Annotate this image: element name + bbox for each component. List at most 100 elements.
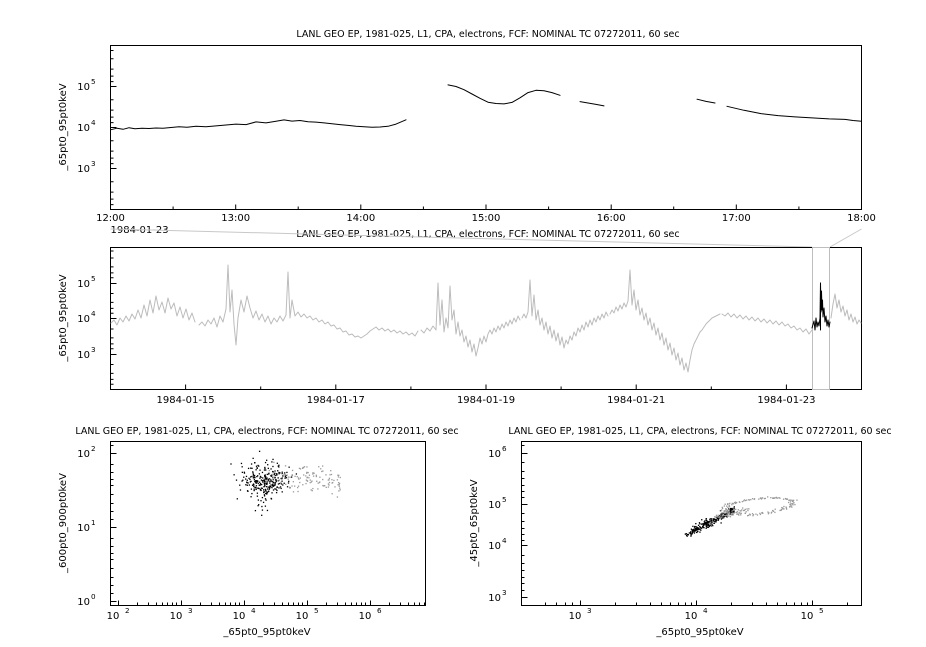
bl-ytick-1e2: 10 [77,449,90,460]
scatter-point [306,471,308,474]
scatter-point [255,482,257,484]
scatter-point [705,519,708,522]
bl-xtick-1e6: 10 [359,611,372,622]
scatter-point [325,486,327,489]
scatter-point [700,529,702,531]
bottom-right-xlabel: _65pt0_95pt0keV [655,627,743,638]
scatter-point [764,497,766,500]
scatter-point [733,512,735,514]
scatter-point [702,526,704,528]
scatter-point [253,474,256,477]
scatter-point [241,471,244,473]
scatter-point [270,486,273,489]
scatter-point [706,522,709,524]
scatter-point [737,513,740,515]
scatter-point [249,481,252,483]
scatter-point [273,477,275,479]
scatter-point [291,474,294,477]
scatter-point [288,466,290,468]
scatter-point [791,503,793,505]
scatter-point [276,489,278,492]
middle-panel-ylabel: _65pt0_95pt0keV [58,274,69,362]
scatter-point [287,478,289,480]
mid-data-segment-4 [521,279,609,349]
scatter-point [709,520,711,522]
scatter-point [317,482,319,484]
scatter-point [296,486,299,489]
scatter-point [328,479,330,481]
scatter-point [731,503,733,506]
scatter-point [260,479,263,481]
scatter-point [233,474,235,476]
scatter-point [266,491,268,494]
scatter-point [775,497,778,499]
scatter-point [255,488,257,491]
scatter-point [252,457,254,460]
scatter-point [723,516,725,519]
scatter-point [711,521,713,524]
bottom-left-y-ticks [110,445,117,602]
mid-xtick-1: 1984-01-17 [307,395,365,406]
scatter-point [264,475,266,478]
scatter-point [748,499,750,501]
scatter-point [716,517,719,519]
scatter-point [243,471,246,473]
scatter-point [322,465,324,467]
scatter-point [787,501,790,504]
scatter-point [739,512,741,514]
scatter-point [786,508,788,510]
scatter-point [749,513,751,515]
scatter-point [723,505,725,507]
scatter-point [272,476,274,478]
scatter-point [794,503,796,506]
scatter-point [691,532,694,534]
scatter-point [684,533,686,535]
scatter-point [714,520,716,523]
scatter-point [268,472,270,474]
scatter-point [277,470,279,472]
scatter-point [693,527,696,529]
scatter-point [257,482,259,485]
scatter-point [239,484,241,486]
scatter-point [727,513,729,515]
bottom-right-scatter-points [684,496,798,537]
scatter-point [305,479,308,481]
scatter-point [252,477,254,479]
scatter-point [272,485,274,487]
scatter-point [331,479,333,481]
scatter-point [782,508,784,510]
scatter-point [284,473,286,476]
scatter-point [274,488,276,490]
scatter-point [744,508,746,511]
scatter-point [308,477,310,479]
scatter-point [270,480,273,482]
scatter-point [781,506,783,509]
scatter-point [793,502,795,504]
scatter-point [291,485,293,487]
scatter-point [261,514,263,516]
scatter-point [254,486,256,489]
scatter-point [255,486,257,489]
bottom-left-x-ticks [118,600,425,606]
scatter-point [736,511,739,513]
scatter-point [720,513,722,515]
scatter-point [694,529,696,531]
scatter-point [724,510,726,512]
scatter-point [699,526,702,529]
scatter-point [706,521,709,523]
scatter-point [734,501,737,503]
scatter-point [730,512,732,515]
scatter-point [743,509,746,512]
scatter-point [705,522,707,524]
bl-xtick-1e2-exp: 2 [125,606,130,615]
scatter-point [708,521,710,523]
scatter-point [742,507,744,509]
scatter-point [705,523,708,525]
scatter-point [264,467,266,470]
scatter-point [337,474,339,476]
scatter-point [275,478,277,481]
scatter-point [274,470,276,472]
br-ytick-1e5: 10 [488,500,501,511]
scatter-point [308,474,311,476]
scatter-point [266,473,268,476]
